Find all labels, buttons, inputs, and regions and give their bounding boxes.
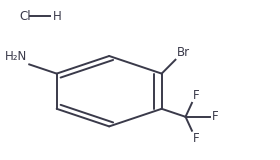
Text: Cl: Cl [20, 9, 31, 23]
Text: Br: Br [177, 46, 190, 59]
Text: F: F [193, 132, 200, 144]
Text: F: F [212, 110, 219, 123]
Text: H: H [53, 9, 61, 23]
Text: H₂N: H₂N [5, 50, 27, 63]
Text: F: F [193, 89, 200, 102]
